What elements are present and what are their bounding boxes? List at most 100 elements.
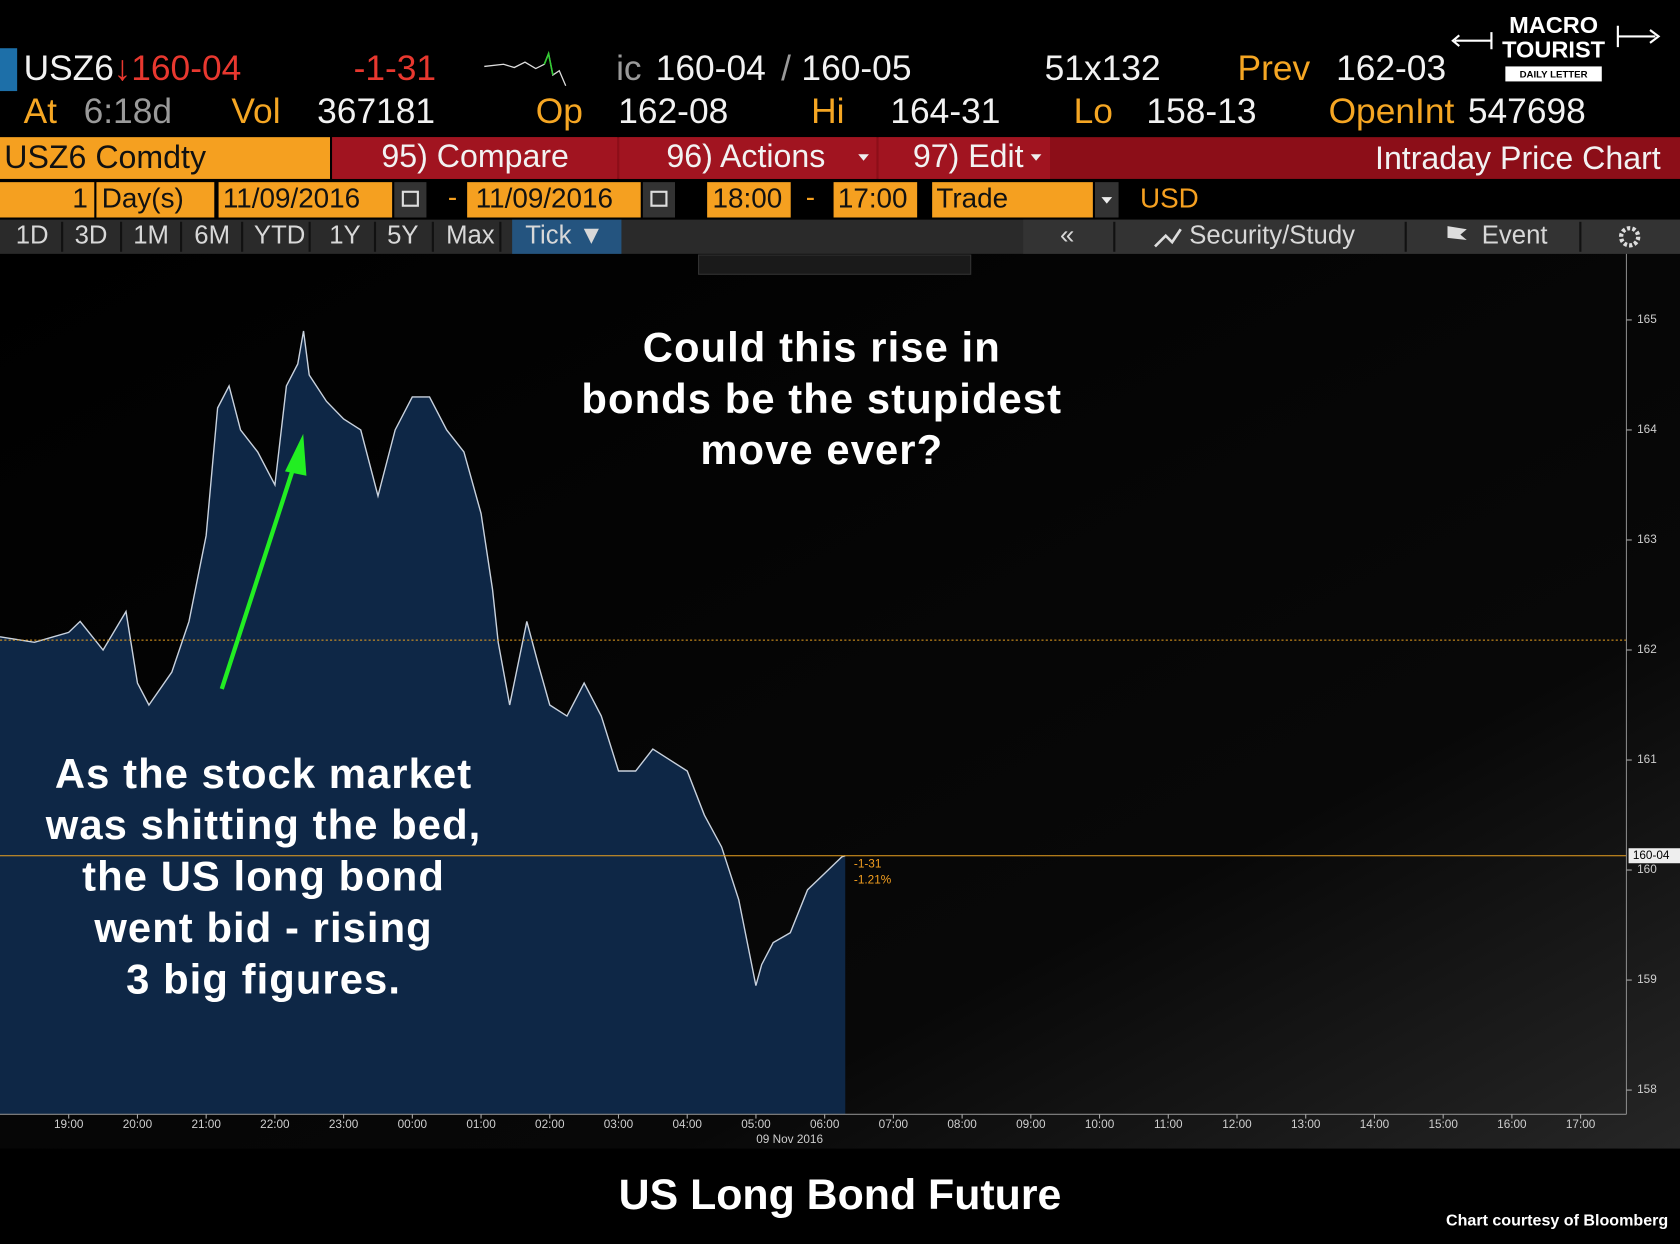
net-change: -1-31 xyxy=(354,49,437,88)
calendar-button[interactable] xyxy=(642,182,676,218)
input[interactable] xyxy=(932,182,1093,218)
logo-text: MACRO xyxy=(1509,12,1598,38)
annotation: As the stock market xyxy=(55,750,472,797)
menu-button[interactable] xyxy=(878,137,1051,179)
y-tick-label: 163 xyxy=(1637,533,1657,546)
settings-icon[interactable] xyxy=(1618,226,1641,248)
tab[interactable]: 1D xyxy=(16,222,49,250)
at: 6:18d xyxy=(84,92,172,131)
prev-label: Prev xyxy=(1238,49,1311,88)
tab[interactable]: 1Y xyxy=(329,222,360,250)
tab[interactable]: YTD xyxy=(254,222,305,250)
actions[interactable]: 96) Actions xyxy=(666,138,825,174)
row-marker xyxy=(0,48,18,92)
y-tick-label: 162 xyxy=(1637,643,1657,656)
x-tick-label: 04:00 xyxy=(672,1118,702,1131)
sparkline xyxy=(484,51,567,86)
bid: 160-04 xyxy=(656,49,766,88)
x-tick-label: 06:00 xyxy=(810,1118,840,1131)
period[interactable]: 1 xyxy=(72,183,88,214)
pct-label: -1.21% xyxy=(854,873,892,886)
period-unit[interactable]: Day(s) xyxy=(102,183,184,214)
logo-text: DAILY LETTER xyxy=(1520,70,1588,81)
menu-button[interactable] xyxy=(332,137,618,179)
edit[interactable]: 97) Edit xyxy=(913,138,1024,174)
dropdown-arrow xyxy=(858,154,869,161)
oi-label: OpenInt xyxy=(1329,92,1455,131)
tab[interactable]: 6M xyxy=(194,222,230,250)
prev: 162-03 xyxy=(1336,49,1446,88)
chart-toolbar xyxy=(698,254,972,275)
security-box[interactable] xyxy=(0,137,331,179)
bid-ask-size: 51x132 xyxy=(1045,49,1161,88)
currency[interactable]: USD xyxy=(1140,183,1199,214)
x-tick-label: 14:00 xyxy=(1360,1118,1390,1131)
vol: 367181 xyxy=(317,92,435,131)
x-tick-label: 00:00 xyxy=(398,1118,428,1131)
ask: 160-05 xyxy=(801,49,911,88)
end-date[interactable]: 11/09/2016 xyxy=(476,183,613,214)
tab[interactable]: Max xyxy=(446,222,495,250)
x-tick-label: 03:00 xyxy=(604,1118,634,1131)
input[interactable] xyxy=(96,182,215,218)
calendar-icon xyxy=(650,190,668,207)
tab[interactable]: Tick ▼ xyxy=(525,222,604,250)
compare[interactable]: 95) Compare xyxy=(381,138,568,174)
security[interactable]: USZ6 Comdty xyxy=(4,139,206,175)
logo-arrow xyxy=(1451,32,1493,50)
x-tick-label: 12:00 xyxy=(1222,1118,1252,1131)
logo-arrow xyxy=(1616,25,1661,48)
dash: - xyxy=(806,182,815,213)
y-tick-label: 161 xyxy=(1637,753,1657,766)
annotation: went bid - rising xyxy=(93,904,432,951)
input[interactable] xyxy=(833,182,918,218)
dropdown-arrow xyxy=(1030,154,1042,161)
tool[interactable]: Security/Study xyxy=(1189,222,1355,250)
mode[interactable]: Trade xyxy=(936,183,1008,214)
x-tick-label: 15:00 xyxy=(1428,1118,1458,1131)
date-label: 09 Nov 2016 xyxy=(756,1133,823,1146)
change-label: -1-31 xyxy=(854,857,881,870)
start-time[interactable]: 18:00 xyxy=(713,183,783,214)
y-tick-label: 159 xyxy=(1637,973,1657,986)
logo-text: TOURIST xyxy=(1502,37,1606,63)
x-tick-label: 08:00 xyxy=(947,1118,977,1131)
tool[interactable]: Event xyxy=(1482,222,1548,250)
x-tick-label: 21:00 xyxy=(191,1118,221,1131)
tab-active[interactable] xyxy=(512,219,622,254)
tool[interactable]: « xyxy=(1060,222,1074,250)
input[interactable] xyxy=(707,182,791,218)
start-date[interactable]: 11/09/2016 xyxy=(223,183,360,214)
menu-button[interactable] xyxy=(619,137,877,179)
input[interactable] xyxy=(218,182,393,218)
y-tick-label: 160 xyxy=(1637,863,1657,876)
x-tick-label: 01:00 xyxy=(466,1118,496,1131)
y-tick-label: 165 xyxy=(1637,313,1657,326)
tab[interactable]: 3D xyxy=(75,222,108,250)
dropdown-arrow xyxy=(1101,197,1113,204)
op-label: Op xyxy=(536,92,583,131)
tab[interactable]: 1M xyxy=(133,222,169,250)
end-time[interactable]: 17:00 xyxy=(838,183,908,214)
input[interactable] xyxy=(0,182,95,218)
x-tick-label: 02:00 xyxy=(535,1118,565,1131)
x-tick-label: 22:00 xyxy=(260,1118,290,1131)
last-price-box xyxy=(1628,848,1680,864)
x-tick-label: 05:00 xyxy=(741,1118,771,1131)
input[interactable] xyxy=(467,182,641,218)
x-tick-label: 11:00 xyxy=(1154,1118,1183,1131)
annotation: Could this rise in xyxy=(643,323,1001,370)
calendar-button[interactable] xyxy=(394,182,427,218)
x-tick-label: 13:00 xyxy=(1291,1118,1321,1131)
at-label: At xyxy=(24,92,58,131)
screen-title: Intraday Price Chart xyxy=(1375,140,1661,176)
tab[interactable]: 5Y xyxy=(387,222,418,250)
vol-label: Vol xyxy=(231,92,280,131)
hi-label: Hi xyxy=(811,92,844,131)
x-tick-label: 09:00 xyxy=(1016,1118,1046,1131)
last-price-label: 160-04 xyxy=(1633,849,1670,862)
x-tick-label: 19:00 xyxy=(54,1118,84,1131)
